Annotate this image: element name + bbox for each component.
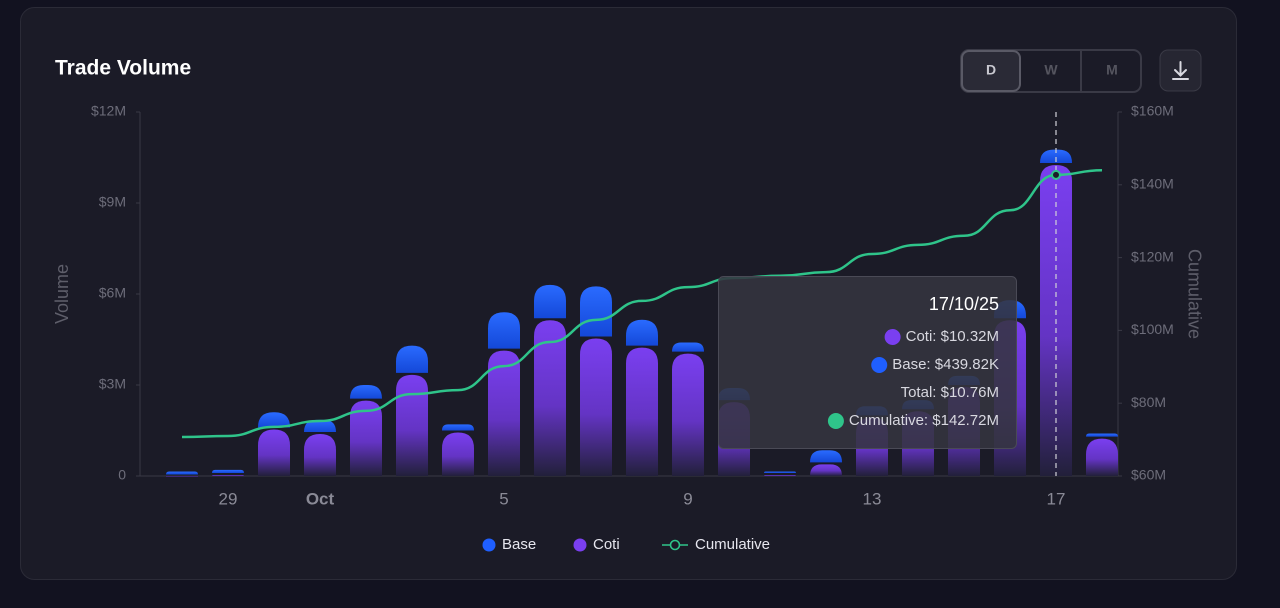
bar-coti (488, 350, 520, 476)
x-tick-label: Oct (306, 489, 335, 508)
legend-swatch (482, 538, 496, 552)
tooltip-item: Total: $10.76M (901, 384, 999, 401)
legend-label: Base (502, 536, 536, 553)
y2-tick-label: $140M (1131, 176, 1174, 192)
y-tick-label: $3M (99, 376, 126, 392)
bar-base (442, 424, 474, 431)
toggle-d[interactable]: D (986, 62, 996, 78)
x-tick-label: 17 (1047, 489, 1066, 508)
bar-base (488, 312, 520, 349)
x-tick-label: 13 (863, 489, 882, 508)
bar-base (626, 319, 658, 346)
bar-base (580, 286, 612, 337)
tooltip (718, 276, 1017, 449)
y-tick-label: $9M (99, 194, 126, 210)
bar-coti (396, 374, 428, 476)
y2-tick-label: $160M (1131, 103, 1174, 119)
bar-coti (534, 320, 566, 476)
bar-coti (1086, 438, 1118, 476)
tooltip-item: Base: $439.82K (892, 356, 999, 373)
bar-base (212, 469, 244, 473)
bar-coti (350, 400, 382, 476)
bar-base (258, 412, 290, 428)
bar-coti (626, 347, 658, 476)
x-tick-label: 5 (499, 489, 508, 508)
toggle-w[interactable]: W (1044, 62, 1058, 78)
bar-base (672, 342, 704, 352)
bar-base (764, 471, 796, 473)
period-toggle: D W M (960, 49, 1142, 93)
toggle-active[interactable] (961, 50, 1021, 92)
bar-coti (258, 429, 290, 476)
bar-base (534, 284, 566, 319)
legend-swatch-dot (669, 539, 681, 551)
bar-coti (304, 434, 336, 476)
bar-coti (580, 338, 612, 476)
legend-swatch (573, 538, 587, 552)
tooltip-item: Coti: $10.32M (906, 328, 999, 345)
y2-tick-label: $100M (1131, 321, 1174, 337)
tooltip-dot (871, 357, 888, 373)
legend-label: Coti (593, 536, 620, 553)
y2-axis-title: Cumulative (1184, 249, 1204, 339)
toggle-m[interactable]: M (1106, 62, 1118, 78)
y-tick-label: 0 (118, 467, 126, 483)
bar-base (1086, 433, 1118, 437)
cumulative-line (181, 168, 1103, 439)
bar-base (304, 419, 336, 433)
tooltip-dot (827, 413, 844, 429)
y-axis-title: Volume (52, 264, 72, 324)
y2-tick-label: $120M (1131, 248, 1174, 264)
bar-base (350, 385, 382, 399)
tooltip-item: Cumulative: $142.72M (849, 412, 999, 429)
bar-coti (672, 353, 704, 476)
bar-base (1040, 149, 1072, 163)
bar-coti (212, 474, 244, 476)
bar-base (810, 450, 842, 463)
y-tick-label: $6M (99, 285, 126, 301)
tooltip-title: 17/10/25 (929, 294, 999, 314)
y2-tick-label: $60M (1131, 467, 1166, 483)
cumulative-point (1051, 169, 1061, 180)
bar-coti (764, 474, 796, 476)
download-button[interactable] (1159, 49, 1202, 92)
y-tick-label: $12M (91, 103, 126, 119)
tooltip-dot (884, 329, 901, 345)
legend-label: Cumulative (695, 536, 770, 553)
download-icon (1172, 61, 1189, 80)
y2-tick-label: $80M (1131, 394, 1166, 410)
x-tick-label: 9 (683, 489, 692, 508)
bar-base (396, 345, 428, 373)
chart-title: Trade Volume (55, 57, 191, 80)
x-tick-label: 29 (219, 489, 238, 508)
bar-coti (810, 464, 842, 476)
bar-base (166, 471, 198, 475)
bar-coti (442, 432, 474, 476)
